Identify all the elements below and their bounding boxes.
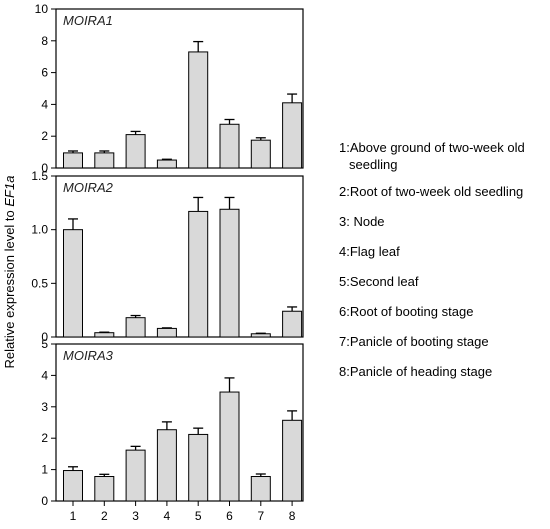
- bar-4: [156, 429, 177, 502]
- bar-5: [188, 433, 209, 502]
- y-tick-label: 5: [41, 337, 48, 351]
- panel-title: MOIRA2: [63, 180, 114, 195]
- y-tick-label: 3: [41, 400, 48, 414]
- chart-panel-2: 0 0.5 1.0 1.5 MOIRA2: [31, 169, 304, 344]
- y-tick-label: 0.5: [31, 276, 48, 290]
- bar-6: [219, 123, 240, 169]
- y-tick-label: 2: [41, 431, 48, 445]
- bar-2: [94, 332, 115, 338]
- legend-item: 3: Node: [339, 213, 549, 230]
- y-tick-label: 0: [41, 330, 48, 344]
- y-axis-label: Relative expression level to EF1a: [2, 176, 17, 369]
- legend-item-label: 7:Panicle of booting stage: [339, 334, 489, 349]
- x-tick-label: 6: [226, 509, 233, 523]
- panel-frame: [55, 175, 304, 338]
- bar-8: [282, 419, 303, 502]
- bar-8: [282, 102, 303, 169]
- bar-3: [125, 134, 146, 169]
- legend-item-label: 1:Above ground of two-week old: [339, 140, 525, 155]
- bar-6: [219, 208, 240, 338]
- y-tick-label: 2: [41, 129, 48, 143]
- bar-4: [156, 159, 177, 169]
- y-tick-label: 4: [41, 97, 48, 111]
- legend-item: 8:Panicle of heading stage: [339, 363, 549, 380]
- bar-6: [219, 391, 240, 502]
- bar-3: [125, 317, 146, 338]
- y-tick-label: 1.0: [31, 223, 48, 237]
- y-tick-label: 6: [41, 66, 48, 80]
- bar-4: [156, 327, 177, 338]
- y-tick-label: 0: [41, 161, 48, 175]
- legend-item: 6:Root of booting stage: [339, 303, 549, 320]
- bar-5: [188, 210, 209, 338]
- y-tick-label: 10: [35, 2, 49, 16]
- y-tick-label: 1.5: [31, 169, 48, 183]
- x-tick-label: 2: [101, 509, 108, 523]
- bar-1: [63, 229, 83, 338]
- chart-panel-1: 0 2 4 6 8 10 MOIRA1: [35, 2, 304, 175]
- legend-item: 4:Flag leaf: [339, 243, 549, 260]
- x-tick-label: 7: [257, 509, 264, 523]
- legend-item: 1:Above ground of two-week old seedling: [339, 139, 549, 173]
- bar-3: [125, 449, 146, 502]
- bar-7: [250, 476, 271, 502]
- legend-item-label: 8:Panicle of heading stage: [339, 364, 493, 379]
- bar-7: [250, 333, 271, 338]
- legend-item: 7:Panicle of booting stage: [339, 333, 549, 350]
- panel-frame: [55, 8, 304, 169]
- legend-item-label-continued: seedling: [349, 157, 398, 172]
- legend-item-label: 2:Root of two-week old seedling: [339, 184, 524, 199]
- legend-item: 5:Second leaf: [339, 273, 549, 290]
- x-tick-label: 3: [132, 509, 139, 523]
- bar-5: [188, 51, 209, 169]
- x-tick-label: 1: [70, 509, 77, 523]
- panel-frame: [55, 343, 304, 502]
- y-tick-label: 8: [41, 34, 48, 48]
- panel-title: MOIRA3: [63, 348, 114, 363]
- x-tick-label: 4: [164, 509, 171, 523]
- bar-8: [282, 310, 303, 338]
- chart-panel-3: 0 1 2 3 4 5 1 2 3 4 5 6 7 8 MOIRA3: [41, 337, 304, 523]
- legend-item-label: 3: Node: [339, 214, 385, 229]
- y-tick-label: 4: [41, 368, 48, 382]
- bar-2: [94, 152, 115, 169]
- panel-title: MOIRA1: [63, 13, 113, 28]
- bar-2: [94, 476, 115, 502]
- bar-1: [63, 152, 83, 169]
- y-tick-label: 0: [41, 494, 48, 508]
- bar-1: [63, 470, 83, 502]
- legend-item-label: 5:Second leaf: [339, 274, 419, 289]
- x-tick-label: 5: [195, 509, 202, 523]
- legend-item: 2:Root of two-week old seedling: [339, 183, 549, 200]
- legend-item-label: 4:Flag leaf: [339, 244, 400, 259]
- x-tick-label: 8: [289, 509, 296, 523]
- y-tick-label: 1: [41, 463, 48, 477]
- bar-7: [250, 139, 271, 169]
- legend-item-label: 6:Root of booting stage: [339, 304, 474, 319]
